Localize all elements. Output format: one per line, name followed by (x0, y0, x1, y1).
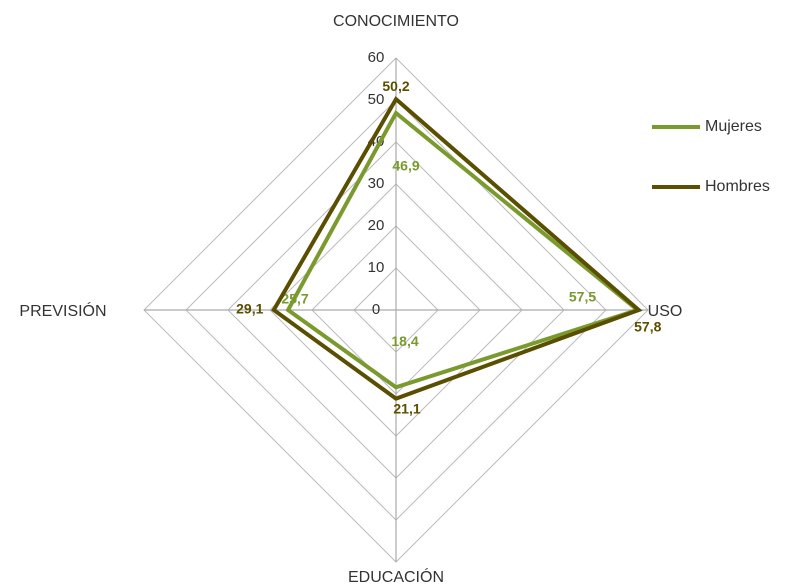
value-label: 57,8 (634, 319, 661, 335)
value-label: 57,5 (569, 289, 596, 305)
y-tick-label: 50 (368, 91, 385, 108)
y-tick-label: 30 (368, 175, 385, 192)
y-tick-label: 0 (372, 301, 380, 318)
series-line (271, 96, 643, 401)
legend-label: Hombres (705, 178, 770, 195)
y-tick-label: 20 (368, 217, 385, 234)
value-label: 50,2 (382, 78, 409, 94)
value-label: 21,1 (393, 400, 420, 416)
category-label: CONOCIMIENTO (333, 13, 459, 30)
series-line (285, 109, 642, 390)
value-label: 18,4 (391, 333, 418, 349)
category-label: EDUCACIÓN (348, 567, 444, 586)
category-label: USO (648, 303, 683, 320)
category-label: PREVISIÓN (19, 301, 106, 320)
y-tick-label: 60 (368, 49, 385, 66)
y-tick-label: 10 (368, 259, 385, 276)
value-label: 25,7 (281, 291, 308, 307)
value-label: 46,9 (392, 158, 419, 174)
value-label: 29,1 (236, 301, 263, 317)
legend-label: Mujeres (705, 118, 762, 135)
